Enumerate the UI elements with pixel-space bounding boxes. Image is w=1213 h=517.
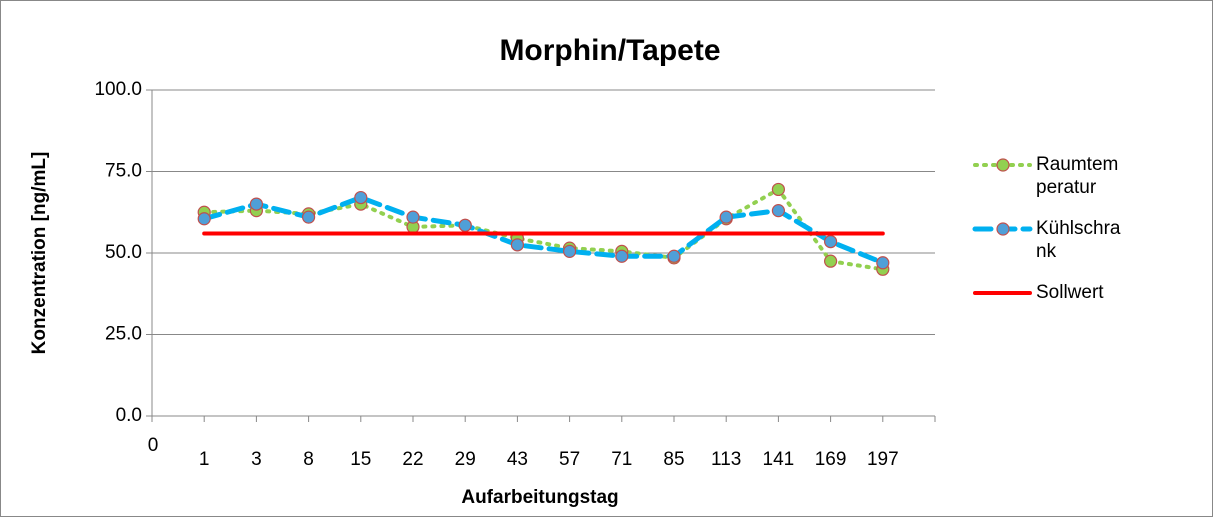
x-tick-label: 141 <box>763 449 795 470</box>
data-point <box>197 212 211 226</box>
x-tick-label: 22 <box>402 449 423 470</box>
x-tick-label: 113 <box>711 449 741 470</box>
x-tick-label: 85 <box>663 449 684 470</box>
x-axis-title: Aufarbeitungstag <box>461 487 618 508</box>
data-point <box>876 256 890 270</box>
x-tick-label: 8 <box>303 449 314 470</box>
data-point <box>510 238 525 252</box>
data-point <box>667 249 681 263</box>
data-point <box>719 210 733 224</box>
x-tick-label: 169 <box>815 449 847 470</box>
x-tick-label: 1 <box>199 449 210 470</box>
data-point <box>249 197 263 211</box>
y-tick-label: 75.0 <box>105 161 142 182</box>
x-tick-label: 43 <box>507 449 528 470</box>
y-tick-label: 0.0 <box>116 405 142 426</box>
legend-marker <box>996 222 1010 236</box>
data-point <box>771 204 786 218</box>
data-point <box>302 210 316 224</box>
legend-label: Sollwert <box>1036 282 1104 303</box>
legend-label: Raumtemperatur <box>1036 154 1119 198</box>
y-tick-label: 25.0 <box>105 324 142 345</box>
x-tick-label: 57 <box>559 449 580 470</box>
data-point <box>823 254 838 268</box>
y-tick-label: 100.0 <box>94 79 142 100</box>
x-tick-label: 197 <box>867 449 899 470</box>
legend-marker <box>996 158 1010 172</box>
x-tick-label: 29 <box>455 449 476 470</box>
data-point <box>771 182 786 197</box>
y-axis-title: Konzentration [ng/mL] <box>29 152 50 355</box>
x-tick-label: 71 <box>611 449 632 470</box>
data-point <box>406 210 420 224</box>
legend-label: Kühlschrank <box>1036 218 1121 262</box>
data-point <box>354 190 368 205</box>
data-point <box>562 244 577 258</box>
data-point <box>615 249 629 263</box>
x-tick-label: 15 <box>350 449 371 470</box>
y-tick-label: 50.0 <box>105 242 142 263</box>
data-point <box>458 218 472 232</box>
chart-title: Morphin/Tapete <box>499 34 720 67</box>
x-tick-label: 0 <box>148 435 159 456</box>
series-line <box>201 194 886 266</box>
series-line <box>202 186 885 272</box>
x-tick-label: 3 <box>251 449 262 470</box>
data-point <box>823 234 838 249</box>
